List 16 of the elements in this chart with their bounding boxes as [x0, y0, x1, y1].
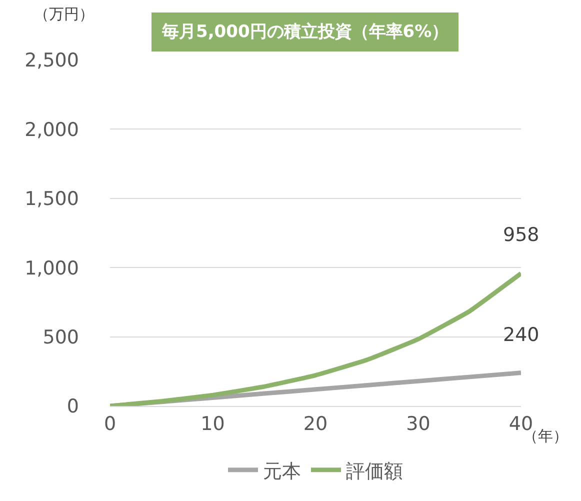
y-tick-label: 1,500 — [24, 188, 79, 210]
annotation: 958 — [503, 224, 540, 246]
x-tick-label: 10 — [200, 412, 225, 435]
y-tick-label: 0 — [66, 396, 79, 418]
y-tick-label: 500 — [42, 326, 79, 348]
legend-label: 評価額 — [346, 460, 403, 482]
y-tick-label: 2,500 — [24, 50, 79, 72]
y-axis-title: （万円） — [34, 5, 94, 23]
y-tick-label: 1,000 — [24, 257, 79, 280]
x-tick-label: 30 — [406, 412, 430, 435]
y-tick-label: 2,000 — [24, 118, 79, 141]
chart-title: 毎月5,000円の積立投資（年率6%） — [161, 22, 449, 42]
x-tick-label: 20 — [303, 412, 328, 435]
annotation: 240 — [503, 324, 540, 346]
legend-label: 元本 — [263, 460, 301, 482]
x-tick-label: 0 — [104, 412, 116, 435]
